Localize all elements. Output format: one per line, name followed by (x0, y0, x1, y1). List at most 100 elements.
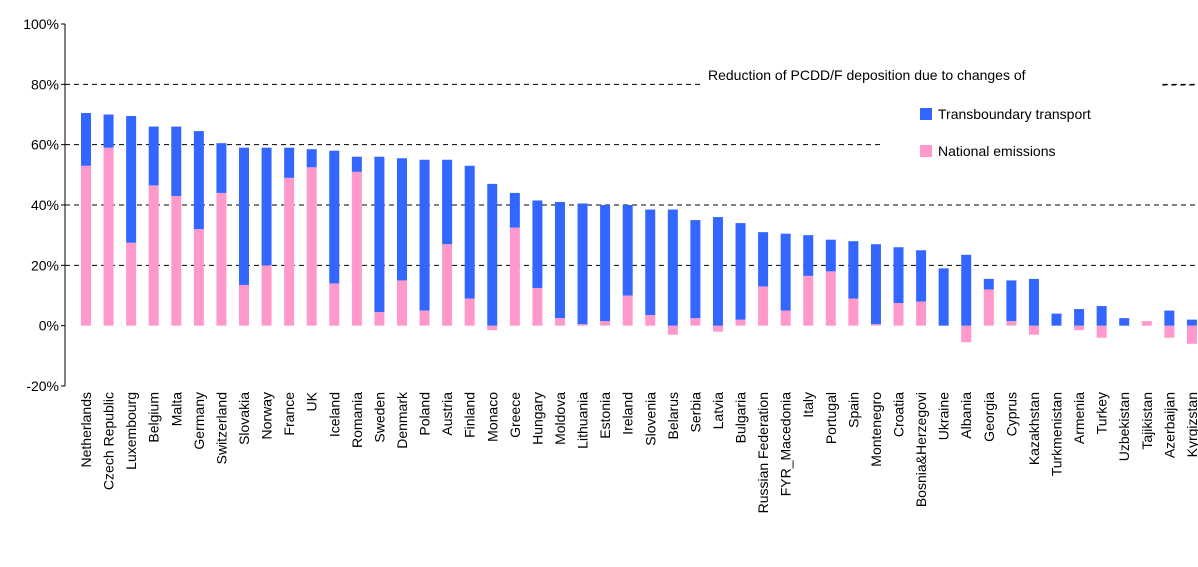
bar (1028, 278, 1039, 326)
x-tick-label: Tajikistan (1139, 392, 1155, 450)
bar (645, 209, 656, 316)
x-tick-label: Netherlands (78, 392, 94, 468)
bar (532, 200, 543, 288)
x-tick-label: Italy (800, 392, 816, 418)
x-tick-label: Estonia (597, 392, 613, 439)
bar (735, 319, 746, 326)
bar (464, 165, 475, 299)
x-tick-label: Romania (349, 392, 365, 448)
x-tick-label: Belgium (146, 392, 162, 443)
bar (825, 239, 836, 272)
x-tick-label: Greece (507, 392, 523, 438)
y-tick-label: 0% (39, 318, 59, 334)
bar (870, 244, 881, 325)
bar (193, 229, 204, 326)
bar (1006, 280, 1017, 322)
x-tick-label: Denmark (394, 391, 410, 449)
bar (126, 116, 137, 243)
bar (848, 241, 859, 299)
bar (103, 114, 114, 148)
bar (690, 220, 701, 319)
bar (509, 192, 520, 228)
bar (329, 283, 340, 326)
bar (893, 247, 904, 304)
bar (554, 201, 565, 319)
bar (1141, 321, 1152, 326)
x-tick-label: Moldova (552, 392, 568, 445)
x-tick-label: Luxembourg (123, 392, 139, 470)
x-tick-label: Albania (958, 392, 974, 439)
x-tick-label: Bulgaria (733, 392, 749, 444)
y-tick-label: 60% (31, 137, 59, 153)
x-tick-label: Ireland (620, 392, 636, 435)
bar (1119, 318, 1130, 326)
bar (870, 324, 881, 326)
bar (1051, 313, 1062, 326)
bar (306, 149, 317, 168)
bar (600, 205, 611, 322)
x-tick-label: Czech Republic (101, 392, 117, 490)
x-tick-label: Armenia (1071, 392, 1087, 444)
x-tick-label: Croatia (891, 392, 907, 437)
bar (780, 233, 791, 311)
bar (780, 310, 791, 326)
bar (554, 318, 565, 326)
bar (758, 286, 769, 326)
bar (126, 242, 137, 326)
bar (261, 147, 272, 266)
legend-label: Transboundary transport (938, 106, 1091, 122)
x-tick-label: Georgia (981, 392, 997, 442)
bar (735, 223, 746, 320)
bar (577, 324, 588, 326)
bar (645, 315, 656, 326)
bar (1074, 309, 1085, 326)
bar (983, 289, 994, 326)
x-tick-label: Spain (845, 392, 861, 428)
bar (81, 112, 91, 166)
bar (1186, 319, 1197, 326)
bar (667, 325, 678, 335)
bar (261, 265, 272, 326)
x-tick-label: Germany (191, 392, 207, 450)
bar (1096, 306, 1107, 326)
bar (329, 150, 340, 284)
x-tick-label: Switzerland (213, 392, 229, 464)
x-tick-label: Cyprus (1003, 392, 1019, 436)
bar (442, 159, 453, 245)
bar (171, 195, 182, 326)
legend-swatch (920, 108, 932, 120)
bar (306, 167, 317, 326)
x-tick-label: Malta (168, 392, 184, 426)
x-tick-label: Slovenia (642, 392, 658, 446)
x-tick-label: UK (304, 391, 320, 411)
legend-label: National emissions (938, 143, 1056, 159)
bar (690, 318, 701, 326)
bar (983, 278, 994, 290)
bar (509, 227, 520, 326)
legend-title: Reduction of PCDD/F deposition due to ch… (708, 67, 1026, 83)
bar (1074, 325, 1085, 331)
bar (1006, 321, 1017, 326)
bar (442, 244, 453, 326)
x-tick-label: Portugal (823, 392, 839, 444)
bar (238, 147, 249, 285)
bar (1164, 310, 1175, 326)
bar (487, 325, 498, 331)
bar (81, 165, 91, 326)
x-tick-label: Serbia (687, 392, 703, 433)
bar (848, 298, 859, 326)
bar (351, 171, 362, 326)
bar (803, 275, 814, 326)
x-tick-label: Poland (417, 392, 433, 436)
y-tick-label: 100% (23, 16, 59, 32)
bar (622, 295, 633, 326)
bar (284, 177, 295, 326)
x-tick-label: Kyrgizstan (1184, 392, 1198, 457)
bar (893, 303, 904, 326)
bar (148, 185, 159, 326)
x-tick-label: Ukraine (936, 392, 952, 440)
bar (216, 192, 227, 326)
x-tick-label: Belarus (665, 392, 681, 439)
bar (351, 156, 362, 172)
